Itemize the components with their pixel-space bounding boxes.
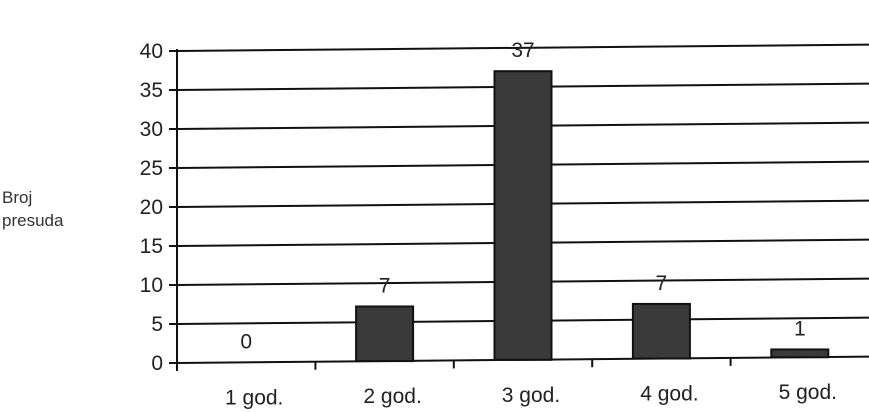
x-tick-label-4: 4 god. [640,383,698,406]
y-tick-label: 30 [140,118,163,141]
x-tick-label-2: 2 god. [363,385,421,408]
y-tick-label: 20 [140,196,163,219]
x-tick-label-5: 5 god. [779,381,837,404]
bar-2 [355,305,415,363]
y-tick-labels: 0 5 10 15 20 25 30 35 40 [140,40,163,375]
x-tick-label-3: 3 god. [502,384,560,407]
axes [169,49,869,371]
data-label-2: 7 [379,274,391,297]
bars [355,70,830,363]
data-label-3: 37 [511,39,534,62]
y-axis-label-line-2: presuda [2,211,64,230]
y-axis-label: Broj presuda [2,186,63,232]
y-tick-label: 15 [140,235,163,258]
y-axis-label-line-1: Broj [2,188,33,207]
y-tick-label: 25 [140,157,163,180]
data-label-5: 1 [794,317,806,340]
gridline-40 [176,43,869,52]
x-tick-labels: 1 god. 2 god. 3 god. 4 god. 5 god. [225,381,837,409]
data-label-1: 0 [240,330,252,353]
y-tick-label: 10 [140,274,163,297]
bar-3 [493,70,553,361]
bar-5 [770,348,830,359]
y-tick-label: 40 [140,40,163,63]
data-label-4: 7 [656,272,668,295]
bar-4 [631,302,691,360]
y-tick-label: 35 [140,79,163,102]
y-tick-label: 0 [151,352,163,375]
x-tick-label-1: 1 god. [225,386,283,409]
y-tick-label: 5 [151,313,163,336]
data-labels: 0 7 37 7 1 [240,39,805,353]
